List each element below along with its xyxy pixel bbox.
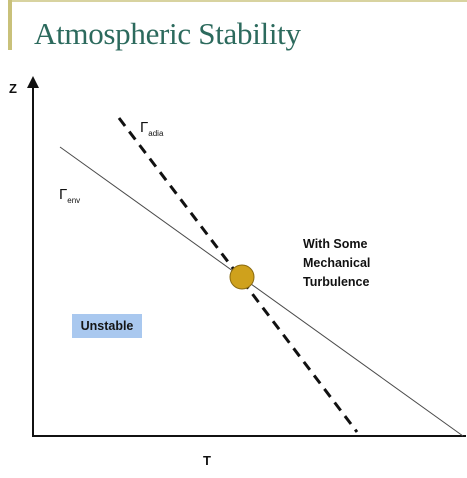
turbulence-note-line-1: With Some (303, 237, 368, 251)
env-lapse-label: Γenv (59, 186, 80, 205)
y-axis-label: Z (9, 81, 17, 96)
env-gamma-subscript: env (67, 196, 80, 205)
adia-gamma-subscript: adia (148, 129, 164, 138)
unstable-badge: Unstable (72, 314, 142, 338)
intersection-point (229, 264, 255, 290)
slide-title: Atmospheric Stability (34, 16, 301, 51)
env-gamma-symbol: Γ (59, 186, 67, 203)
x-axis-label: T (203, 453, 211, 468)
adia-gamma-symbol: Γ (140, 119, 148, 136)
slide-accent-bar (8, 0, 12, 50)
slide-top-rule (8, 0, 467, 2)
env-lapse-line (59, 146, 464, 437)
turbulence-note-line-3: Turbulence (303, 275, 369, 289)
adia-lapse-label: Γadia (140, 119, 164, 138)
turbulence-note-line-2: Mechanical (303, 256, 370, 270)
adia-lapse-line (117, 117, 359, 433)
